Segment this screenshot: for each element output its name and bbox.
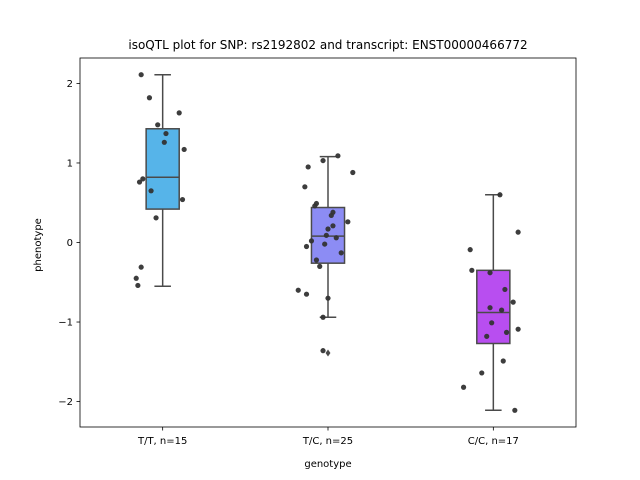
data-point (333, 235, 339, 241)
data-point (133, 275, 139, 281)
data-point (487, 270, 493, 276)
data-point (510, 299, 516, 305)
data-point (313, 257, 320, 263)
data-point (345, 219, 351, 225)
data-point (328, 212, 334, 219)
data-point (320, 314, 326, 320)
x-tick-label: T/C, n=25 (302, 436, 353, 447)
data-point (515, 326, 521, 332)
data-point (148, 188, 154, 194)
box-group (145, 73, 180, 287)
x-axis-label: genotype (304, 459, 351, 470)
data-point (325, 295, 331, 301)
data-point (295, 287, 301, 293)
data-point (308, 238, 315, 244)
y-tick-label: 2 (67, 79, 73, 90)
data-point (176, 110, 182, 116)
data-point (138, 72, 144, 78)
data-point (138, 264, 144, 270)
data-point (487, 305, 493, 311)
data-point (320, 157, 326, 164)
data-point (330, 223, 336, 229)
data-point (153, 215, 159, 221)
data-point (140, 176, 146, 182)
data-point (484, 333, 490, 339)
x-tick-label: C/C, n=17 (468, 436, 519, 447)
data-point (302, 184, 308, 190)
data-point (323, 232, 329, 238)
plot-area: −2 −1 0 1 2 T/T, n=15 T/C, n=25 C/C, n=17 (58, 57, 577, 447)
y-tick-label: 0 (67, 238, 73, 249)
data-point (467, 247, 473, 253)
y-axis-label: phenotype (33, 218, 44, 272)
data-point (303, 243, 310, 250)
data-point (503, 329, 510, 335)
data-point (163, 130, 169, 137)
data-point (338, 250, 344, 256)
data-point (317, 263, 323, 269)
data-point (497, 192, 503, 198)
data-point (312, 203, 318, 209)
data-point (146, 95, 153, 101)
data-point (325, 226, 331, 232)
data-point (460, 384, 467, 390)
data-point (155, 122, 161, 128)
y-tick-label: −2 (58, 397, 73, 408)
data-point (305, 164, 311, 170)
outlier-marker (325, 349, 331, 357)
box-group (310, 155, 346, 357)
data-point (515, 229, 521, 235)
box-group (476, 194, 511, 412)
data-point (322, 241, 328, 247)
data-point (136, 179, 143, 185)
data-point (135, 282, 141, 289)
data-point (502, 286, 508, 293)
data-point (489, 320, 495, 326)
y-tick-label: 1 (67, 158, 73, 169)
data-point (499, 307, 505, 313)
data-point (512, 407, 518, 413)
data-point (181, 146, 187, 153)
data-point (350, 169, 356, 176)
chart-title: isoQTL plot for SNP: rs2192802 and trans… (128, 38, 527, 52)
y-tick-label: −1 (58, 318, 73, 329)
data-point (500, 358, 506, 364)
data-point (320, 348, 326, 354)
data-point (335, 153, 341, 159)
data-point (179, 196, 186, 203)
data-point (469, 267, 475, 273)
data-point (479, 370, 485, 376)
data-point (303, 291, 310, 297)
data-point (161, 139, 167, 145)
x-tick-label: T/T, n=15 (137, 436, 187, 447)
